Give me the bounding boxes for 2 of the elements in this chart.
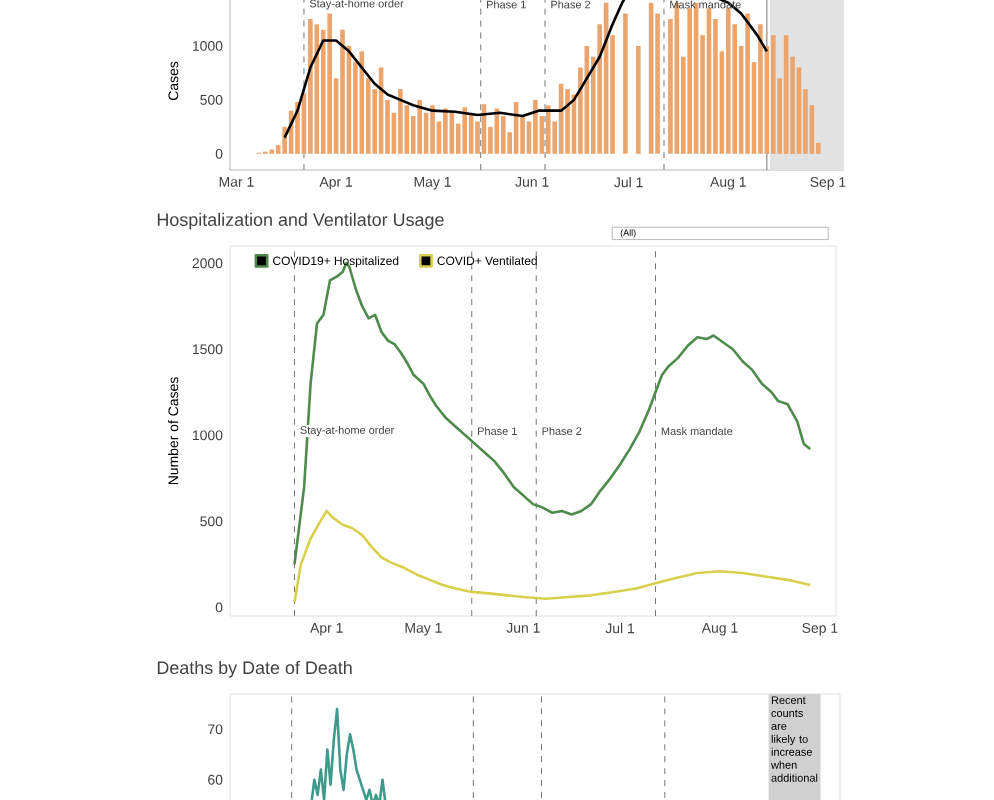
chart-title: Deaths by Date of Death <box>157 660 352 678</box>
chart-title: Hospitalization and Ventilator Usage <box>157 212 444 230</box>
